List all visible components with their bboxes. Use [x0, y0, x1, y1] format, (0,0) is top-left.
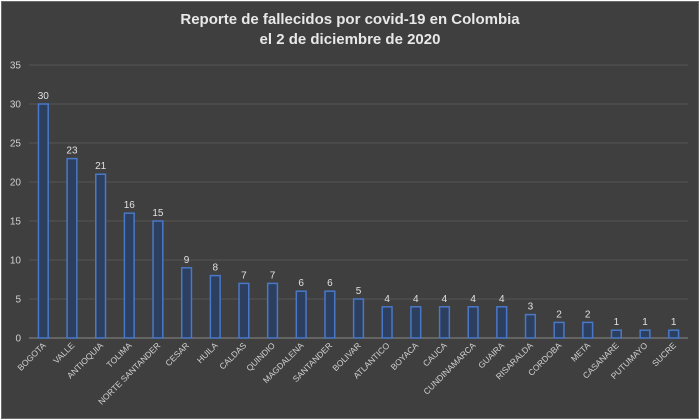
bar [668, 329, 680, 339]
data-label: 4 [470, 294, 476, 305]
bar [209, 274, 221, 339]
data-label: 6 [327, 278, 333, 289]
y-tick-label: 30 [10, 100, 22, 111]
category-label: SUCRE [650, 340, 678, 368]
bar [238, 282, 250, 339]
category-label: CESAR [163, 340, 191, 368]
y-tick-label: 35 [10, 61, 22, 72]
data-label: 5 [356, 286, 362, 297]
bar [324, 290, 336, 339]
bar [410, 306, 422, 339]
data-label: 1 [614, 317, 620, 328]
category-label: META [569, 340, 593, 364]
data-label: 1 [671, 317, 677, 328]
bar [266, 282, 279, 339]
y-tick-label: 5 [15, 295, 21, 306]
data-label: 16 [124, 200, 136, 211]
data-label: 7 [270, 270, 276, 281]
data-label: 3 [528, 302, 534, 313]
bar [582, 321, 594, 339]
category-label: CUNDINAMARCA [421, 340, 477, 396]
data-label: 1 [642, 317, 648, 328]
y-tick-label: 25 [10, 139, 22, 150]
bar [352, 298, 365, 339]
bar [95, 173, 107, 339]
category-label: CAUCA [421, 340, 449, 368]
data-label: 15 [152, 208, 164, 219]
data-label: 8 [212, 263, 218, 274]
bar [610, 329, 622, 339]
data-label: 4 [442, 294, 448, 305]
data-label: 6 [298, 278, 304, 289]
data-label: 9 [184, 255, 190, 266]
chart-title-line1: Reporte de fallecidos por covid-19 en Co… [180, 11, 520, 28]
y-tick-label: 20 [10, 178, 22, 189]
bar [295, 290, 307, 339]
data-label: 21 [95, 161, 107, 172]
data-label: 4 [413, 294, 419, 305]
y-tick-label: 10 [10, 256, 22, 267]
y-tick-label: 15 [10, 217, 22, 228]
category-label: BOYACA [389, 340, 421, 372]
bar [524, 313, 537, 339]
bar [467, 306, 479, 339]
y-tick-label: 0 [15, 334, 21, 345]
bar [438, 306, 451, 339]
category-label: VALLE [51, 340, 77, 366]
bar [381, 306, 393, 339]
data-label: 4 [384, 294, 390, 305]
bar [180, 267, 193, 339]
bar [639, 329, 651, 339]
bar [66, 157, 78, 339]
data-label: 7 [241, 270, 247, 281]
chart-title: Reporte de fallecidos por covid-19 en Co… [2, 10, 698, 50]
data-label: 4 [499, 294, 505, 305]
data-label: 2 [585, 309, 591, 320]
data-label: 2 [556, 309, 562, 320]
bar [152, 220, 164, 339]
category-label: BOGOTA [15, 340, 48, 373]
data-label: 23 [66, 146, 78, 157]
category-label: HUILA [195, 340, 220, 365]
bar [553, 321, 565, 339]
data-label: 30 [38, 91, 50, 102]
chart-title-line2: el 2 de diciembre de 2020 [259, 31, 441, 48]
bar [496, 306, 508, 339]
bar [37, 103, 49, 339]
bar [123, 212, 135, 339]
